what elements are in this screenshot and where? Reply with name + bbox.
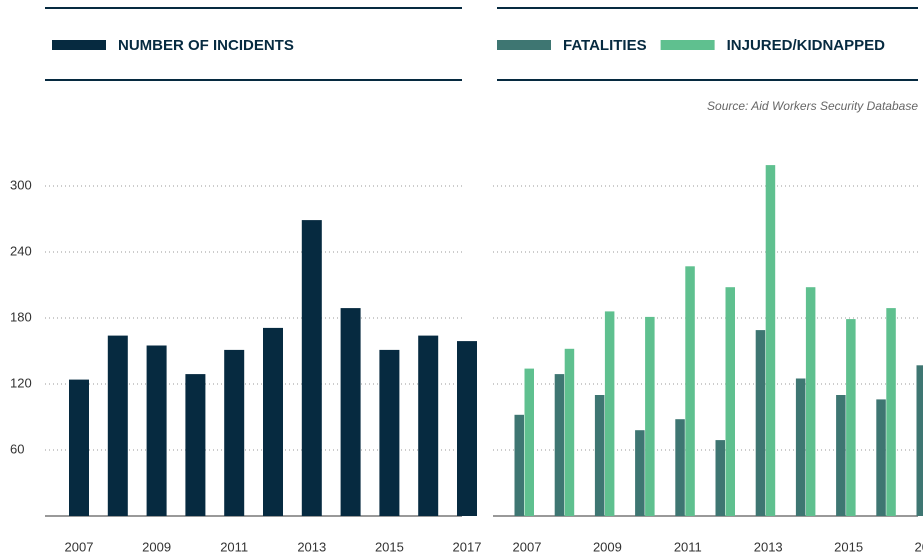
y-tick-label: 60: [10, 441, 24, 456]
bar: [916, 365, 923, 516]
bar: [263, 327, 283, 516]
legend-swatch: [52, 40, 106, 50]
bar: [886, 308, 896, 516]
x-tick-label: 2007: [513, 539, 542, 554]
bar: [715, 440, 725, 516]
legend-label: NUMBER OF INCIDENTS: [118, 37, 294, 54]
x-tick-label: 2009: [593, 539, 622, 554]
bar: [604, 311, 615, 516]
bar: [69, 379, 89, 516]
bar: [725, 287, 735, 516]
source-note: Source: Aid Workers Security Database: [707, 99, 918, 113]
bar: [554, 374, 565, 516]
legend-label: FATALITIES: [563, 37, 647, 54]
bar: [185, 374, 206, 516]
bar: [645, 316, 655, 516]
x-tick-label: 2013: [297, 539, 326, 554]
bar: [514, 414, 524, 516]
x-tick-label: 2017: [453, 539, 482, 554]
bar: [379, 349, 400, 516]
x-tick-label: 2011: [220, 539, 248, 554]
y-tick-label: 120: [10, 375, 32, 390]
bar: [564, 348, 575, 516]
bar: [685, 266, 695, 516]
legend-swatch: [660, 40, 715, 50]
bar: [755, 330, 766, 516]
y-tick-label: 180: [10, 309, 32, 324]
bar: [524, 368, 534, 516]
x-tick-label: 2011: [674, 539, 702, 554]
bar: [107, 335, 128, 516]
bar: [836, 395, 846, 516]
x-tick-label: 2007: [65, 539, 94, 554]
legend-label: INJURED/KIDNAPPED: [727, 37, 886, 54]
bar: [876, 399, 886, 516]
bar: [846, 319, 856, 516]
legend-swatch: [497, 40, 551, 50]
bar: [457, 341, 477, 516]
y-tick-label: 300: [10, 177, 32, 192]
bar: [594, 395, 605, 516]
bar: [795, 378, 806, 516]
bar: [301, 220, 322, 516]
y-tick-label: 240: [10, 243, 32, 258]
bar: [224, 349, 245, 516]
x-tick-label: 2015: [834, 539, 863, 554]
bar: [418, 335, 439, 516]
x-tick-label: 2013: [754, 539, 783, 554]
bar: [146, 345, 167, 516]
bar: [805, 287, 816, 516]
bar: [765, 165, 776, 516]
x-tick-label: 2009: [142, 539, 171, 554]
x-tick-label: 2017: [915, 539, 923, 554]
x-tick-label: 2015: [375, 539, 404, 554]
bar: [635, 430, 645, 516]
bar: [675, 419, 685, 516]
bar: [340, 308, 361, 516]
